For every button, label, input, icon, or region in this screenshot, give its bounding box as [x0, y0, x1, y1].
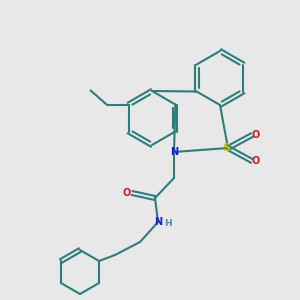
- Text: N: N: [170, 147, 178, 157]
- Text: S: S: [222, 143, 230, 153]
- Text: H: H: [164, 220, 172, 229]
- Text: O: O: [252, 130, 260, 140]
- Text: O: O: [123, 188, 131, 198]
- Text: O: O: [252, 156, 260, 166]
- Text: N: N: [154, 217, 162, 227]
